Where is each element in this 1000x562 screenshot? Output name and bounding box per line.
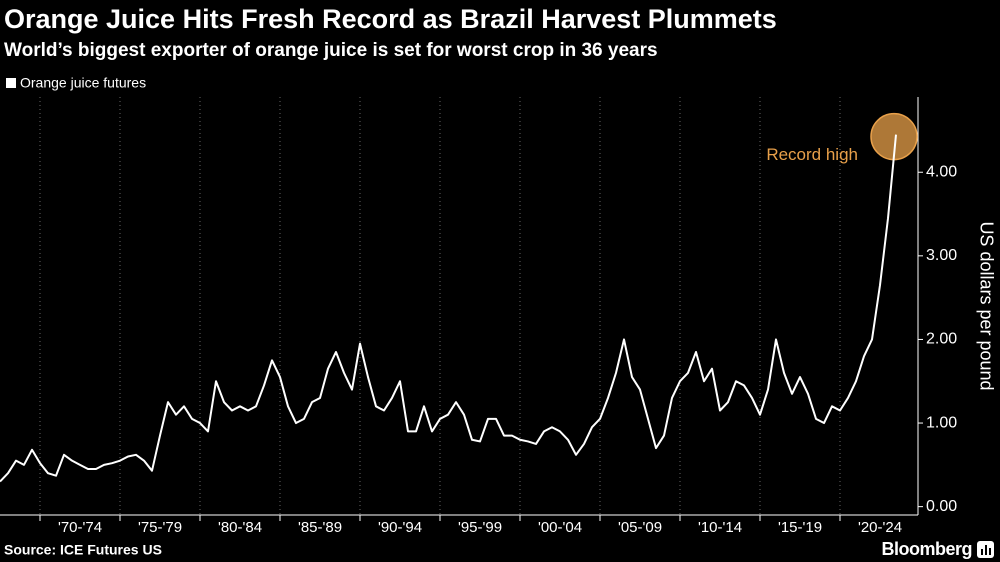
y-tick-label: 0.00	[926, 498, 957, 515]
y-tick-label: 1.00	[926, 414, 957, 431]
y-tick-label: 4.00	[926, 163, 957, 180]
y-axis-label: US dollars per pound	[976, 221, 996, 390]
x-tick-label: '95-'99	[458, 519, 502, 536]
data-line	[0, 134, 897, 483]
annotation-label: Record high	[766, 145, 858, 164]
y-tick-label: 2.00	[926, 331, 957, 348]
x-tick-label: '20-'24	[858, 519, 902, 536]
chart-subtitle: World’s biggest exporter of orange juice…	[4, 40, 658, 61]
x-tick-label: '90-'94	[378, 519, 422, 536]
brand: Bloomberg	[881, 539, 972, 559]
x-tick-label: '70-'74	[58, 519, 102, 536]
chart-title: Orange Juice Hits Fresh Record as Brazil…	[4, 4, 777, 34]
legend-label: Orange juice futures	[20, 75, 146, 91]
x-tick-label: '15-'19	[778, 519, 822, 536]
x-tick-label: '80-'84	[218, 519, 262, 536]
x-tick-label: '10-'14	[698, 519, 742, 536]
x-tick-label: '85-'89	[298, 519, 342, 536]
x-tick-label: '75-'79	[138, 519, 182, 536]
y-tick-label: 3.00	[926, 247, 957, 264]
legend-swatch	[6, 78, 16, 88]
brand-icon	[977, 541, 994, 558]
x-tick-label: '00-'04	[538, 519, 582, 536]
source: Source: ICE Futures US	[4, 542, 162, 558]
x-tick-label: '05-'09	[618, 519, 662, 536]
